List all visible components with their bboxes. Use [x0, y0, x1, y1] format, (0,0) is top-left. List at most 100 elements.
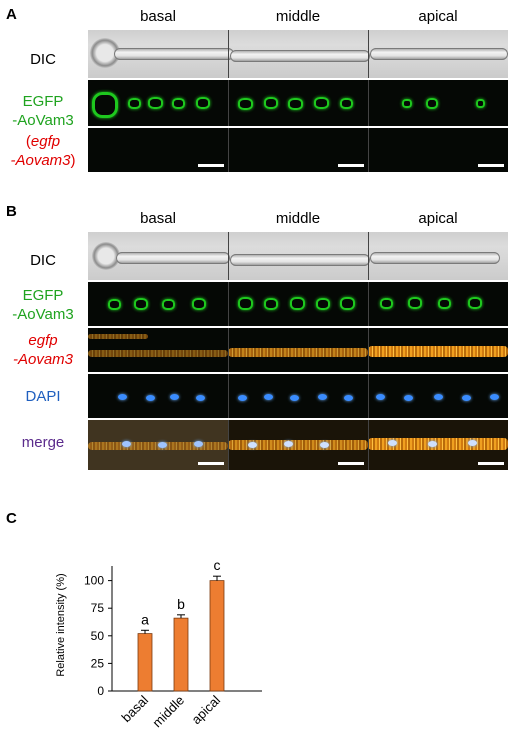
panel-b-column-basal: basal — [140, 210, 176, 227]
panel-b-egfp-vacuole — [108, 299, 121, 310]
panel-b-dapi-nucleus — [290, 395, 299, 401]
panel-b-column-middle: middle — [275, 210, 321, 227]
panel-b-merge-nucleus — [122, 441, 131, 447]
panel-b-column-apical: apical — [418, 210, 458, 227]
chart-y-tick-label: 100 — [84, 574, 104, 588]
chart-y-tick-label: 0 — [97, 684, 104, 698]
panel-b-egfp-label-line2: -AoVam3 — [12, 306, 74, 323]
panel-a-egfp-vacuole — [314, 97, 329, 109]
panel-b-dic-hypha-middle — [230, 254, 370, 266]
panel-b-merge-nucleus — [320, 442, 329, 448]
panel-b-merge-divider-2 — [368, 420, 369, 470]
panel-a-egfp-vacuole — [264, 97, 278, 109]
panel-a-scale-bar-apical — [478, 164, 504, 167]
panel-b-egfp-vacuole — [340, 297, 355, 310]
panel-b-dapi-nucleus — [462, 395, 471, 401]
panel-a-egfp-vacuole — [340, 98, 353, 109]
chart-y-tick-label: 50 — [91, 629, 105, 643]
panel-a-egfp-image — [88, 80, 508, 126]
panel-a-mrna-divider-2 — [368, 128, 369, 172]
chart-bar-basal — [137, 633, 153, 692]
panel-a-egfp-label: EGFP -AoVam3 — [0, 92, 86, 130]
chart-y-tick-label: 25 — [91, 656, 105, 670]
panel-c-bar-chart: Relative intensity (%) 0 25 50 75 100 a basal b… — [55, 557, 262, 730]
panel-b-egfp-vacuole — [380, 298, 393, 309]
panel-b-dapi-label: DAPI — [25, 388, 61, 405]
chart-significance-label: c — [214, 557, 221, 573]
panel-b-dapi-nucleus — [170, 394, 179, 400]
panel-a-mrna-open-paren: ( — [25, 133, 31, 150]
chart-y-tick-label: 75 — [91, 601, 105, 615]
panel-b-dapi-nucleus — [434, 394, 443, 400]
panel-b-dic-spore — [92, 242, 120, 270]
panel-b-mrna-divider-2 — [368, 328, 369, 372]
chart-y-axis-label: Relative intensity (%) — [55, 573, 67, 676]
panel-a-egfp-label-line2: -AoVam3 — [12, 112, 74, 129]
panel-a-mrna-label: (egfp -Aovam3) — [0, 132, 86, 170]
panel-b-scale-bar-apical — [478, 462, 504, 465]
panel-b-egfp-image — [88, 282, 508, 326]
panel-b-egfp-vacuole — [408, 297, 422, 309]
panel-b-mrna-label-line2: -Aovam3 — [12, 351, 74, 368]
panel-a-dic-label: DIC — [30, 51, 56, 68]
panel-b-dic-image — [88, 232, 508, 280]
panel-a-scale-bar-middle — [338, 164, 364, 167]
panel-b-dapi-nucleus — [318, 394, 327, 400]
panel-b-dapi-nucleus — [146, 395, 155, 401]
panel-b-dapi-nucleus — [118, 394, 127, 400]
panel-b-mrna-signal-apical — [368, 346, 508, 357]
panel-b-merge-nucleus — [468, 440, 477, 446]
panel-a-egfp-label-line1: EGFP — [22, 93, 64, 110]
panel-b-merge-nucleus — [388, 440, 397, 446]
panel-a-column-basal: basal — [140, 8, 176, 25]
panel-a-egfp-vacuole — [288, 98, 303, 110]
panel-b-egfp-divider-1 — [228, 282, 229, 326]
panel-b-mrna-signal-basal — [88, 350, 228, 357]
panel-a-dic-divider-1 — [228, 30, 229, 78]
panel-b-merge-label: merge — [21, 434, 65, 451]
panel-b-dapi-nucleus — [264, 394, 273, 400]
panel-a-letter: A — [6, 6, 17, 23]
panel-b-merge-divider-1 — [228, 420, 229, 470]
panel-b-mrna-signal-middle — [228, 348, 368, 357]
panel-b-egfp-divider-2 — [368, 282, 369, 326]
panel-a-egfp-vacuole — [426, 98, 438, 109]
panel-b-egfp-vacuole — [468, 297, 482, 309]
panel-b-merge-nucleus — [284, 441, 293, 447]
panel-b-mrna-divider-1 — [228, 328, 229, 372]
chart-significance-label: b — [177, 596, 185, 612]
panel-b-dapi-nucleus — [490, 394, 499, 400]
panel-b-egfp-vacuole — [162, 299, 175, 310]
panel-a-dic-image — [88, 30, 508, 78]
panel-b-merge-signal-middle — [228, 440, 368, 450]
chart-bar-apical — [209, 580, 225, 692]
panel-a-mrna-label-line1: egfp — [30, 133, 61, 150]
panel-a-egfp-vacuole — [196, 97, 210, 109]
panel-b-egfp-vacuole — [290, 297, 305, 310]
panel-b-mrna-image — [88, 328, 508, 372]
panel-a-mrna-close-paren: ) — [70, 152, 76, 169]
panel-c-letter: C — [6, 510, 17, 527]
panel-a-column-apical: apical — [418, 8, 458, 25]
chart-x-tick-label: basal — [119, 692, 152, 725]
panel-a-dic-hypha-middle — [230, 50, 370, 62]
panel-b-merge-nucleus — [158, 442, 167, 448]
panel-b-merge-nucleus — [248, 442, 257, 448]
panel-a-mrna-image — [88, 128, 508, 172]
panel-b-merge-nucleus — [428, 441, 437, 447]
panel-b-egfp-vacuole — [192, 298, 206, 310]
panel-b-dapi-nucleus — [196, 395, 205, 401]
panel-b-dic-label: DIC — [30, 252, 56, 269]
chart-significance-label: a — [141, 611, 149, 627]
panel-b-scale-bar-basal — [198, 462, 224, 465]
panel-b-egfp-vacuole — [134, 298, 148, 310]
panel-b-egfp-vacuole — [264, 298, 278, 310]
panel-a-mrna-divider-1 — [228, 128, 229, 172]
panel-a-egfp-spore — [92, 92, 118, 118]
panel-b-scale-bar-middle — [338, 462, 364, 465]
panel-a-egfp-vacuole — [148, 97, 163, 109]
panel-b-egfp-label-line1: EGFP — [22, 287, 64, 304]
panel-a-egfp-vacuole — [128, 98, 141, 109]
panel-b-dapi-nucleus — [344, 395, 353, 401]
panel-a-scale-bar-basal — [198, 164, 224, 167]
